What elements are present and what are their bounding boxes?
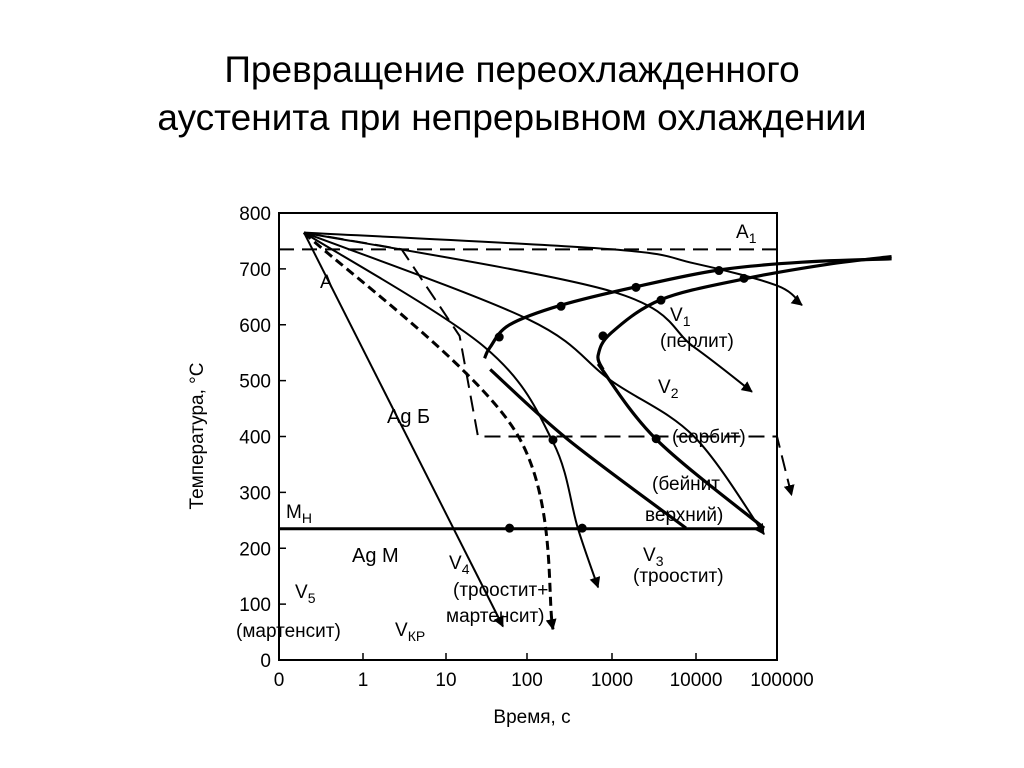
v4-desc-line-2: мартенсит) [446, 606, 544, 627]
intersection-marker [548, 435, 558, 445]
intersection-marker [556, 301, 566, 311]
v4-desc-line-1: (троостит+ [453, 580, 548, 601]
y-tick-label: 600 [239, 316, 271, 337]
vkr-label: VКР [395, 620, 425, 644]
intersection-marker [631, 282, 641, 292]
v3-desc: (троостит) [633, 566, 724, 587]
cooling-curve-3 [303, 231, 765, 536]
x-tick-label: 10000 [670, 670, 723, 691]
intersection-marker [577, 523, 587, 533]
slide-title: Превращение переохлажденного аустенита п… [0, 46, 1024, 142]
slide-title-line-1: Превращение переохлажденного [224, 49, 800, 90]
mn-label: MН [286, 502, 312, 526]
x-tick-label: 100000 [750, 670, 813, 691]
bainite-note-line-2: верхний) [645, 505, 723, 526]
intersection-marker [714, 266, 724, 276]
v2-label: V2 [658, 377, 679, 401]
bainite-note-line-1: (бейнит [652, 474, 720, 495]
v5-desc: (мартенсит) [236, 621, 341, 642]
cooling-curve-2 [303, 231, 753, 393]
v1-desc: (перлит) [660, 331, 734, 352]
x-tick-label: 1 [358, 670, 369, 691]
c-curve-2 [596, 255, 892, 371]
intersection-marker [739, 273, 749, 283]
y-tick-label: 300 [239, 483, 271, 504]
intersection-marker [598, 331, 608, 341]
cooling-curve-6 [303, 232, 504, 628]
v1-label: V1 [670, 305, 691, 329]
v3-label: V3 [643, 545, 664, 569]
y-axis-title: Температура, °C [187, 363, 208, 510]
x-tick-label: 1000 [591, 670, 633, 691]
y-tick-label: 400 [239, 428, 271, 449]
x-tick-label: 10 [435, 670, 456, 691]
y-tick-label: 200 [239, 539, 271, 560]
y-tick-label: 0 [260, 651, 271, 672]
c-curve-3 [489, 368, 687, 530]
cooling-curve-5 [302, 231, 557, 631]
region-a-label: A [320, 272, 333, 293]
x-tick-label: 100 [511, 670, 543, 691]
region-ag-b-label: Ag Б [387, 406, 430, 428]
v2-desc: (сорбит) [672, 427, 746, 448]
slide-title-line-2: аустенита при непрерывном охлаждении [157, 97, 867, 138]
y-tick-label: 800 [239, 204, 271, 225]
y-tick-label: 700 [239, 260, 271, 281]
intersection-marker [494, 332, 504, 342]
v5-label: V5 [295, 582, 316, 606]
x-tick-label: 0 [274, 670, 285, 691]
x-axis-title: Время, с [493, 707, 570, 728]
region-ag-m-label: Ag M [352, 545, 399, 567]
y-tick-label: 500 [239, 372, 271, 393]
intersection-marker [651, 434, 661, 444]
intersection-marker [505, 523, 515, 533]
cooling-curve-4 [303, 231, 601, 589]
a1-label: A1 [736, 222, 757, 246]
cooling-curve-1 [303, 231, 803, 306]
c-curve-1 [483, 257, 892, 359]
y-tick-label: 100 [239, 595, 271, 616]
intersection-marker [656, 295, 666, 305]
v4-label: V4 [449, 553, 470, 577]
